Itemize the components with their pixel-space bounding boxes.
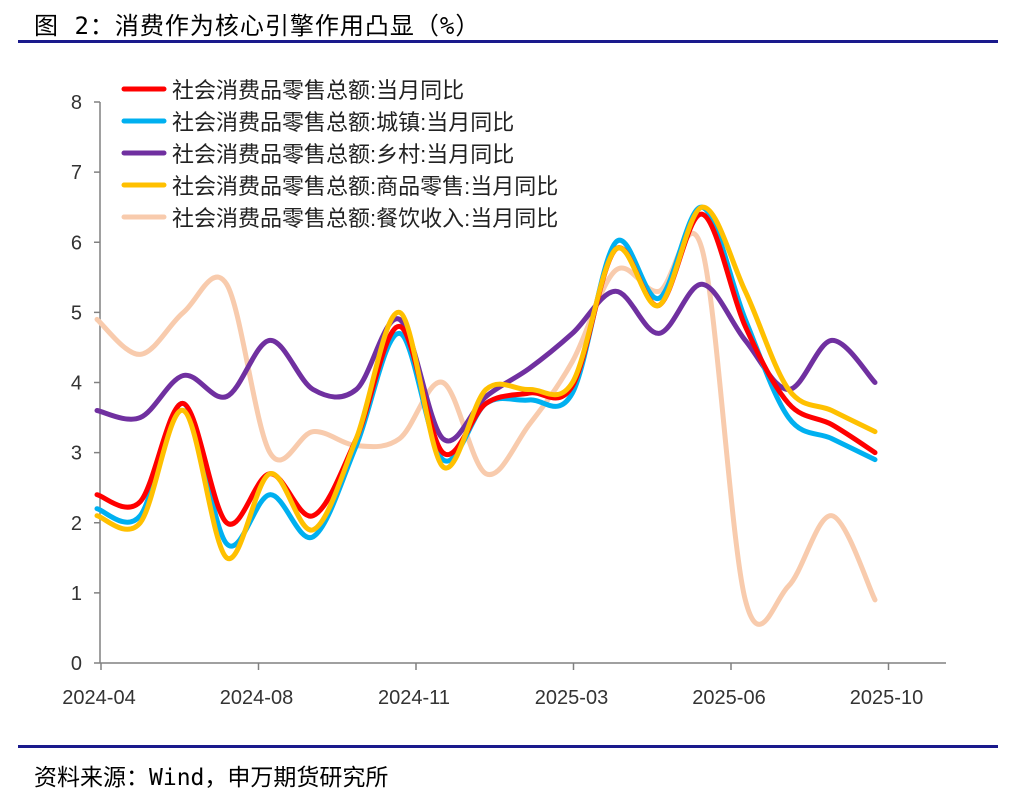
chart-title: 图 2：消费作为核心引擎作用凸显（%） xyxy=(34,12,481,40)
series-line-4 xyxy=(94,230,878,627)
x-tick-label: 2025-06 xyxy=(692,687,765,709)
legend-label: 社会消费品零售总额:餐饮收入:当月同比 xyxy=(172,206,558,231)
y-tick-label: 5 xyxy=(71,302,82,324)
x-tick-label: 2025-10 xyxy=(850,687,923,709)
y-tick-labels: 0 1 2 3 4 5 6 7 8 xyxy=(71,92,100,675)
y-tick-label: 3 xyxy=(71,443,82,465)
y-tick-label: 7 xyxy=(71,162,82,184)
y-tick-label: 1 xyxy=(71,583,82,605)
legend-label: 社会消费品零售总额:城镇:当月同比 xyxy=(172,110,514,135)
x-tick-label: 2024-11 xyxy=(378,687,450,709)
legend-label: 社会消费品零售总额:当月同比 xyxy=(172,78,464,103)
series-line-2 xyxy=(94,281,878,444)
y-tick-label: 6 xyxy=(71,232,82,254)
x-tick-label: 2024-08 xyxy=(220,687,293,709)
series-line-0 xyxy=(94,211,878,527)
x-tick-label: 2025-03 xyxy=(535,687,608,709)
legend-label: 社会消费品零售总额:商品零售:当月同比 xyxy=(172,174,558,199)
x-tick-label: 2024-04 xyxy=(62,687,135,709)
top-rule xyxy=(18,40,998,43)
bottom-rule xyxy=(18,745,998,748)
series-line-3 xyxy=(94,204,878,561)
legend-label: 社会消费品零售总额:乡村:当月同比 xyxy=(172,142,514,167)
y-tick-label: 8 xyxy=(71,92,82,114)
y-tick-label: 0 xyxy=(71,653,82,675)
x-tick-labels: 2024-04 2024-08 2024-11 2025-03 2025-06 2025-… xyxy=(62,663,923,709)
legend: 社会消费品零售总额:当月同比社会消费品零售总额:城镇:当月同比社会消费品零售总额… xyxy=(121,78,558,231)
y-tick-label: 2 xyxy=(71,513,82,535)
source-note: 资料来源：Wind，申万期货研究所 xyxy=(34,765,389,791)
y-tick-label: 4 xyxy=(71,373,82,395)
series-lines xyxy=(94,204,878,627)
